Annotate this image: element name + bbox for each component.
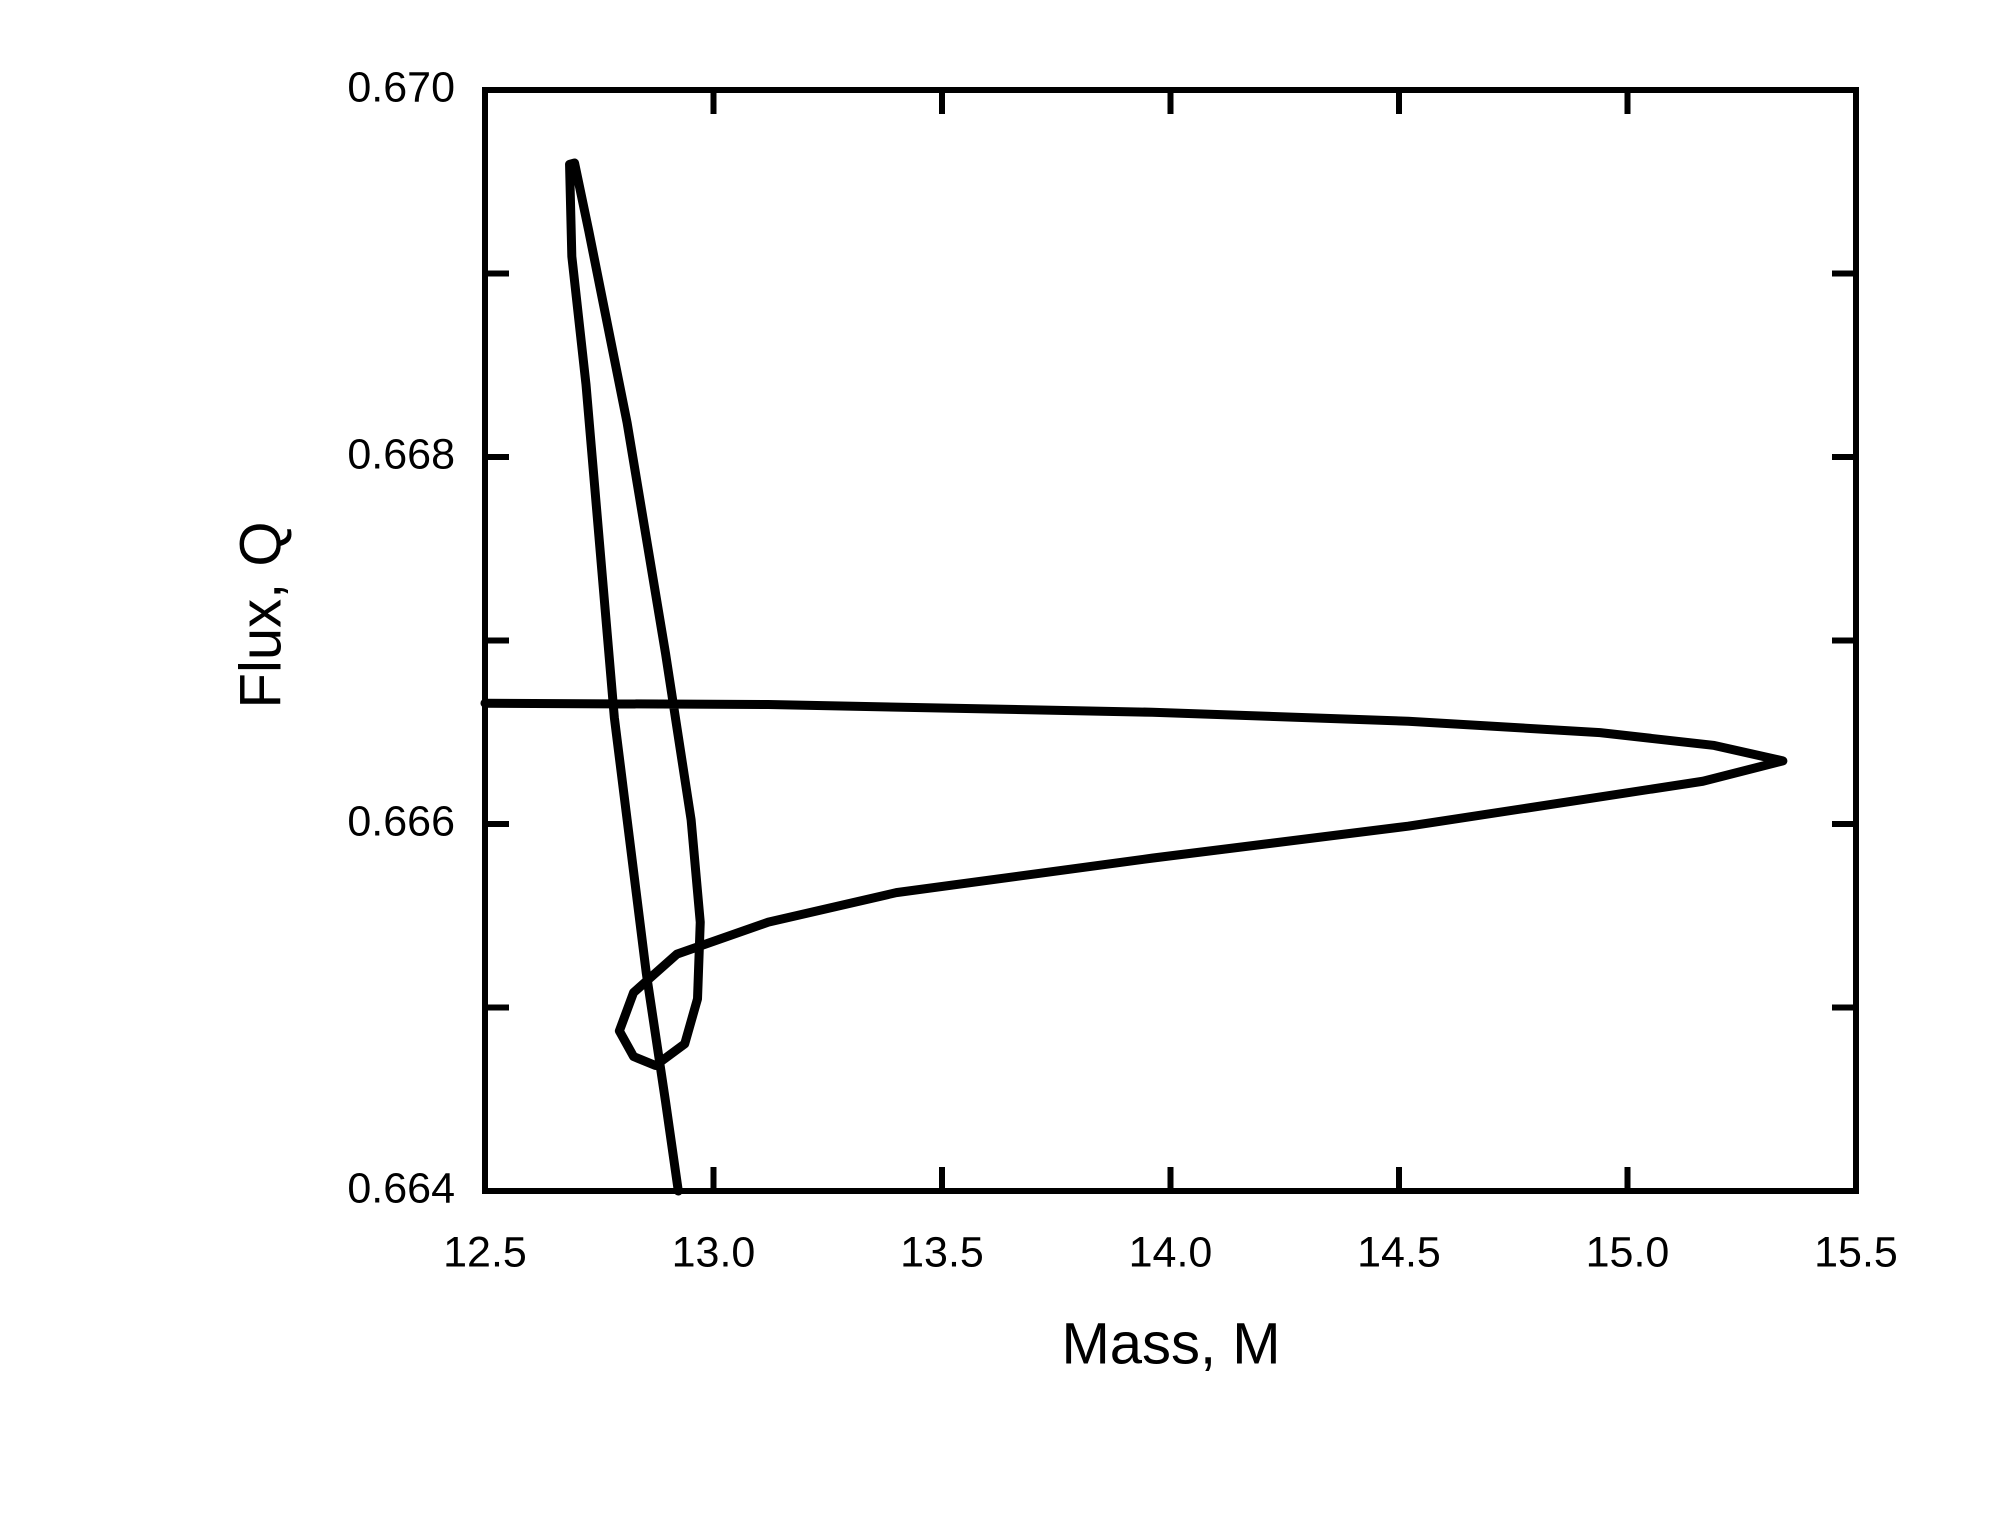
x-tick-label: 13.5 bbox=[900, 1228, 984, 1276]
x-tick-label: 15.0 bbox=[1586, 1228, 1670, 1276]
y-tick-label: 0.670 bbox=[347, 63, 455, 111]
x-tick-label: 12.5 bbox=[443, 1228, 527, 1276]
plot-frame bbox=[482, 87, 1859, 1194]
x-tick-label: 15.5 bbox=[1814, 1228, 1898, 1276]
x-tick-label: 14.5 bbox=[1357, 1228, 1441, 1276]
data-line bbox=[480, 158, 1788, 1196]
x-axis-title: Mass, M bbox=[1061, 1311, 1280, 1376]
y-tick-label: 0.664 bbox=[347, 1164, 455, 1212]
y-tick-label: 0.668 bbox=[347, 430, 455, 478]
y-tick-label: 0.666 bbox=[347, 797, 455, 845]
y-axis-title: Flux, Q bbox=[228, 522, 293, 709]
x-tick-label: 13.0 bbox=[672, 1228, 756, 1276]
x-tick-label: 14.0 bbox=[1129, 1228, 1213, 1276]
